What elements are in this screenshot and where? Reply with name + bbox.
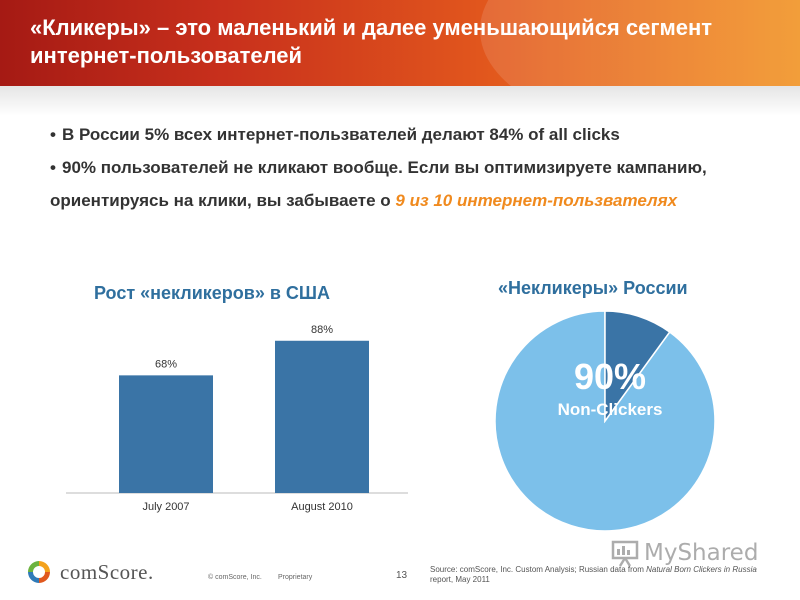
comscore-logo: comScore. (26, 555, 154, 589)
page-number: 13 (396, 570, 408, 581)
bar-chart: 68% July 2007 88% August 2010 (66, 324, 408, 513)
bullet-item-1: • В России 5% всех интернет-пользвателей … (50, 118, 780, 151)
pie-chart (494, 310, 716, 532)
watermark-text: MyShared (644, 540, 759, 566)
bullet-text-2: 90% пользователей не кликают вообще. Есл… (50, 158, 707, 210)
slide-title: «Кликеры» – это маленький и далее уменьш… (30, 15, 713, 68)
x-tick-label-0: July 2007 (142, 501, 189, 513)
slide-header (0, 0, 800, 130)
bullet-dot: • (50, 125, 56, 144)
source-pre: Source: comScore, Inc. Custom Analysis; … (430, 565, 647, 574)
pie-slice-1 (604, 310, 671, 424)
x-tick-label-1: August 2010 (291, 501, 353, 513)
bar-0 (119, 375, 213, 493)
bar-data-label-1: 88% (311, 324, 333, 336)
comscore-logo-text: comScore. (60, 559, 154, 584)
bar-data-label-0: 68% (155, 358, 177, 370)
bullet-text-1: В России 5% всех интернет-пользвателей д… (62, 125, 620, 144)
presentation-board-icon (611, 540, 639, 567)
watermark: MyShared (610, 538, 758, 568)
header-shadow (0, 86, 800, 116)
source-post: report, May 2011 (430, 575, 490, 584)
pie-chart-title: «Некликеры» России (498, 278, 688, 298)
copyright-text: © comScore, Inc. (208, 574, 262, 581)
source-note: Source: comScore, Inc. Custom Analysis; … (430, 565, 780, 585)
bar-1 (275, 340, 369, 493)
bullet-dot: • (50, 158, 56, 177)
source-italic: Natural Born Clickers in Russia (646, 565, 757, 574)
pie-center-label: Non-Clickers (557, 400, 663, 419)
bullet-highlight: 9 из 10 интернет-пользвателях (395, 191, 678, 210)
comscore-logo-icon (28, 561, 50, 583)
bullet-item-2: • 90% пользователей не кликают вообще. Ес… (50, 151, 780, 217)
proprietary-text: Proprietary (278, 574, 313, 581)
pie-center-value: 90% (573, 356, 647, 397)
bullet-list: • В России 5% всех интернет-пользвателей … (50, 118, 780, 217)
bar-chart-title: Рост «некликеров» в США (94, 283, 331, 303)
